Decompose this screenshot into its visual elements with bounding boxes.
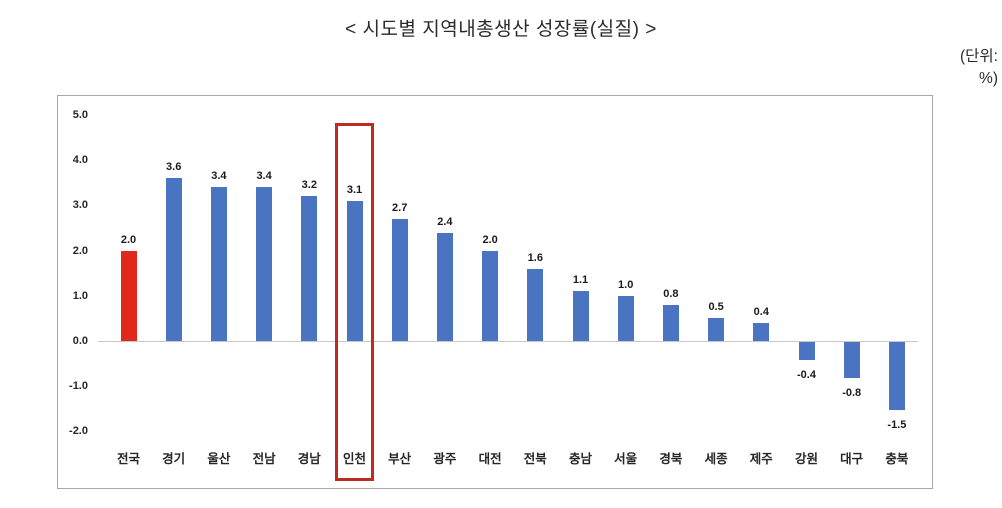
- bar-대전: [482, 250, 499, 341]
- bar-value-label: -0.4: [797, 369, 816, 382]
- bar-경남: [301, 196, 318, 341]
- y-axis-tick-label: 4.0: [72, 154, 88, 167]
- y-axis-tick-label: 1.0: [72, 289, 88, 302]
- bar-value-label: 3.6: [166, 161, 182, 174]
- x-axis-label-서울: 서울: [614, 452, 638, 466]
- bar-전남: [256, 187, 273, 341]
- highlight-box-인천: [335, 123, 374, 481]
- bar-value-label: 2.7: [392, 201, 408, 214]
- y-axis-tick-label: -2.0: [69, 425, 88, 438]
- y-axis-tick-label: 5.0: [72, 109, 88, 121]
- bar-value-label: 1.0: [618, 278, 634, 291]
- bar-value-label: 1.6: [527, 251, 543, 264]
- bar-제주: [753, 322, 770, 341]
- x-axis-label-광주: 광주: [433, 452, 457, 466]
- bar-value-label: 2.0: [120, 233, 137, 246]
- bar-value-label: 3.4: [211, 170, 227, 183]
- x-axis-label-대전: 대전: [478, 452, 502, 466]
- bar-충북: [888, 342, 905, 410]
- y-axis-tick-label: 3.0: [72, 199, 88, 212]
- bar-value-label: 2.4: [437, 215, 453, 228]
- bar-부산: [391, 218, 408, 341]
- bar-서울: [617, 295, 634, 341]
- bar-전국: [120, 250, 137, 341]
- bar-value-label: 3.4: [256, 170, 272, 183]
- bar-경북: [662, 304, 679, 341]
- x-axis-label-대구: 대구: [840, 452, 864, 466]
- unit-label-line2: %): [979, 70, 998, 88]
- x-axis-label-전남: 전남: [252, 452, 276, 466]
- x-axis-label-경기: 경기: [162, 452, 186, 466]
- bar-울산: [210, 187, 227, 341]
- x-axis-label-강원: 강원: [794, 452, 818, 466]
- chart-title: < 시도별 지역내총생산 성장률(실질) >: [345, 19, 657, 40]
- x-axis-line: [98, 341, 918, 342]
- bar-충남: [572, 291, 589, 341]
- x-axis-label-세종: 세종: [704, 452, 728, 466]
- bar-value-label: 1.1: [572, 274, 589, 287]
- bar-chart: 5.0 4.0 3.0 2.0 1.0 0.0 -1.0 -2.0 2.0 전국 3.6 경기 3.4 울…: [57, 95, 933, 489]
- x-axis-label-경남: 경남: [297, 452, 321, 466]
- bar-value-label: -1.5: [887, 418, 907, 431]
- bar-value-label: 3.2: [301, 179, 317, 192]
- bar-경기: [165, 178, 182, 341]
- bar-광주: [436, 232, 453, 341]
- bar-value-label: 2.0: [482, 233, 498, 246]
- x-axis-label-전북: 전북: [523, 452, 547, 466]
- unit-label: (단위: %): [960, 46, 998, 91]
- y-axis-tick-label: 0.0: [72, 335, 88, 347]
- bar-value-label: 0.8: [663, 287, 679, 300]
- bar-value-label: 0.5: [708, 301, 724, 314]
- bar-대구: [843, 342, 860, 379]
- x-axis-label-충남: 충남: [568, 452, 592, 466]
- x-axis-label-제주: 제주: [749, 452, 773, 466]
- x-axis-label-경북: 경북: [659, 452, 683, 466]
- unit-label-line1: (단위:: [960, 48, 998, 65]
- x-axis-label-부산: 부산: [388, 452, 412, 466]
- x-axis-label-인천: 인천: [342, 452, 366, 466]
- bar-강원: [798, 342, 815, 361]
- bar-인천: [346, 200, 363, 341]
- x-axis-label-울산: 울산: [207, 452, 231, 466]
- bar-value-label: 3.1: [346, 183, 363, 196]
- x-axis-label-전국: 전국: [116, 452, 140, 466]
- bar-value-label: -0.8: [842, 387, 862, 400]
- bar-value-label: 0.4: [753, 305, 769, 318]
- bar-전북: [527, 268, 544, 341]
- bar-세종: [708, 318, 725, 341]
- x-axis-label-충북: 충북: [885, 452, 909, 466]
- y-axis-tick-label: -1.0: [69, 380, 88, 393]
- y-axis-tick-label: 2.0: [72, 244, 88, 257]
